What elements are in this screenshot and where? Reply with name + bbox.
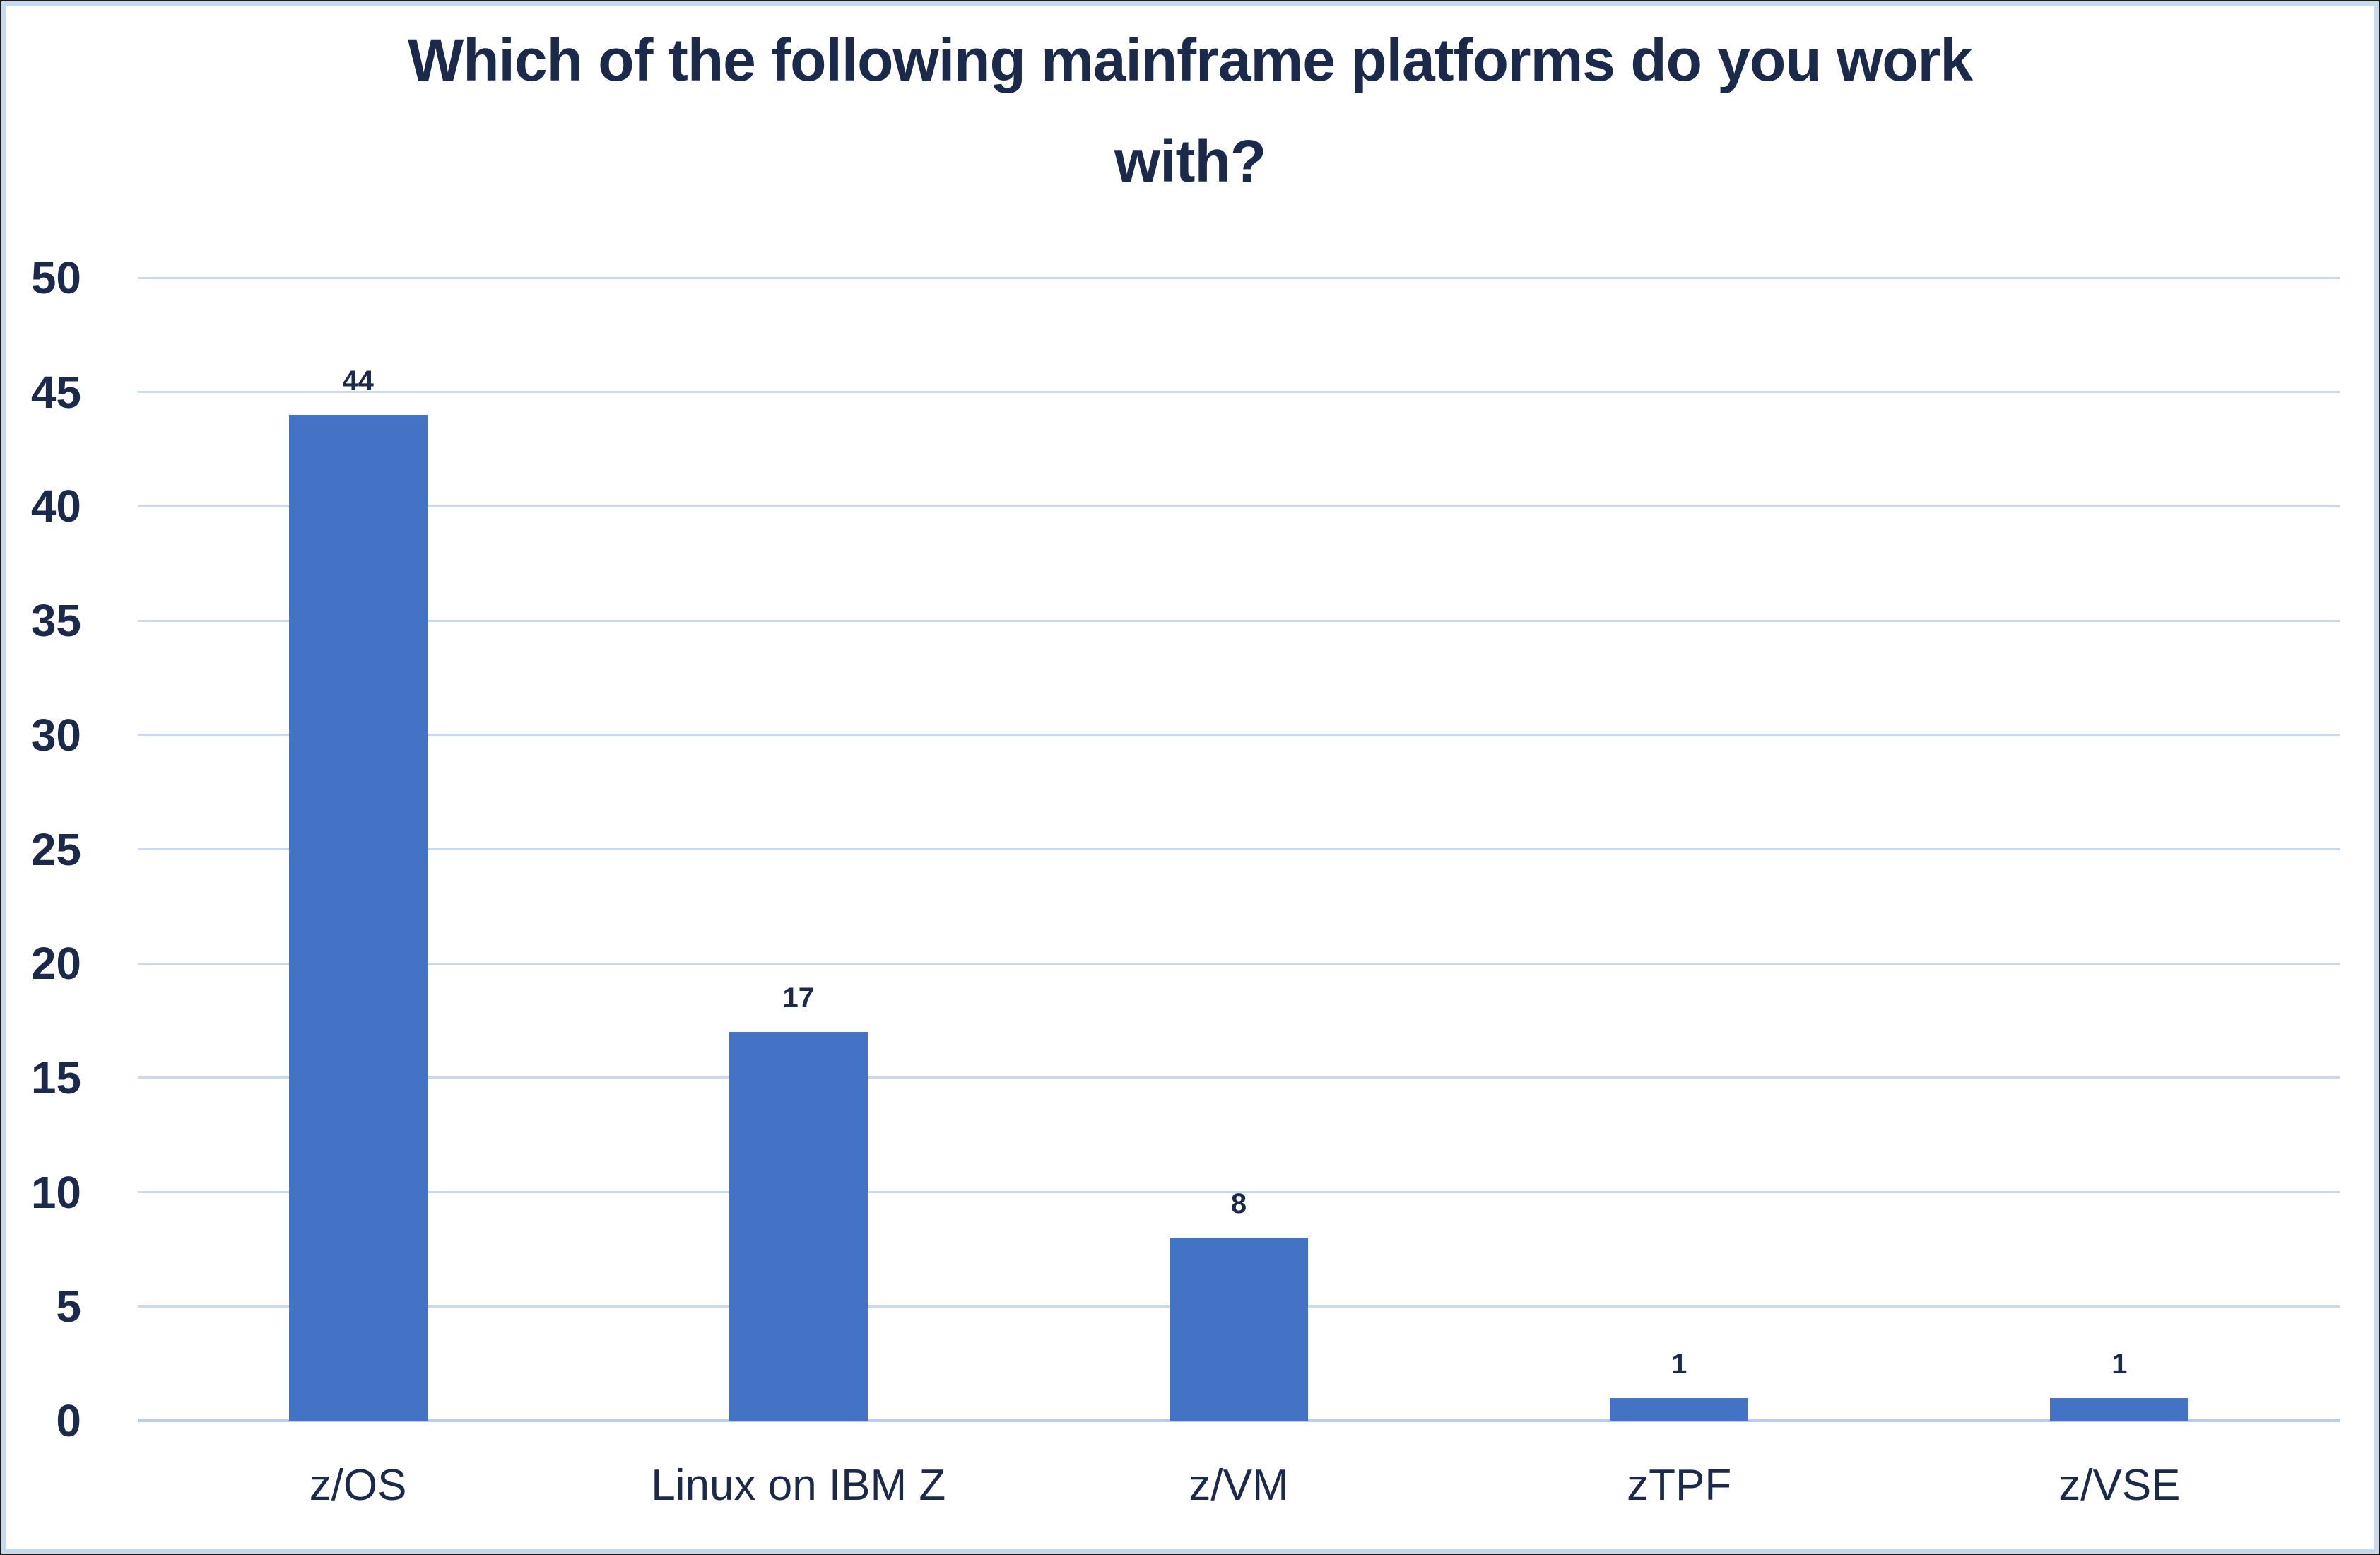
y-tick-label: 50: [30, 252, 81, 303]
gridline: [138, 505, 2340, 507]
bar-value-label: 1: [2111, 1348, 2128, 1380]
bar: [288, 415, 428, 1421]
y-tick-label: 25: [30, 823, 81, 875]
category-label: Linux on IBM Z: [651, 1461, 946, 1510]
gridline: [138, 276, 2340, 279]
bar-value-label: 44: [342, 365, 374, 397]
bar: [2050, 1397, 2189, 1421]
gridline: [138, 734, 2340, 737]
y-tick-label: 20: [30, 938, 81, 990]
y-tick-label: 45: [30, 366, 81, 418]
y-tick-label: 40: [30, 481, 81, 532]
y-tick-label: 30: [30, 709, 81, 761]
gridline: [138, 1191, 2340, 1194]
bar: [1170, 1238, 1308, 1421]
plot-area: 50 45 40 35 30 25 20 15 10 5 0 44 z/OS 17 Linux on IBM…: [31, 252, 2340, 1510]
chart-title: Which of the following mainframe platfor…: [407, 27, 1973, 194]
gridline: [138, 391, 2340, 394]
y-tick-label: 10: [30, 1166, 81, 1218]
bar-value-label: 1: [1671, 1348, 1687, 1380]
y-tick-label: 35: [30, 595, 81, 647]
gridline: [138, 619, 2340, 622]
bar: [1610, 1397, 1749, 1421]
y-tick-label: 15: [30, 1052, 81, 1103]
y-tick-label: 5: [56, 1281, 81, 1332]
bar: [729, 1032, 868, 1421]
gridline: [138, 1076, 2340, 1079]
y-tick-label: 0: [56, 1395, 81, 1446]
bar-value-label: 17: [782, 982, 815, 1014]
category-label: z/VM: [1189, 1461, 1289, 1510]
gridline: [138, 962, 2340, 965]
x-axis-line: [138, 1419, 2340, 1422]
category-label: z/OS: [309, 1461, 407, 1510]
bar-value-label: 8: [1230, 1188, 1247, 1220]
category-label: z/VSE: [2058, 1461, 2181, 1510]
gridline: [138, 848, 2340, 850]
category-label: zTPF: [1627, 1461, 1732, 1510]
